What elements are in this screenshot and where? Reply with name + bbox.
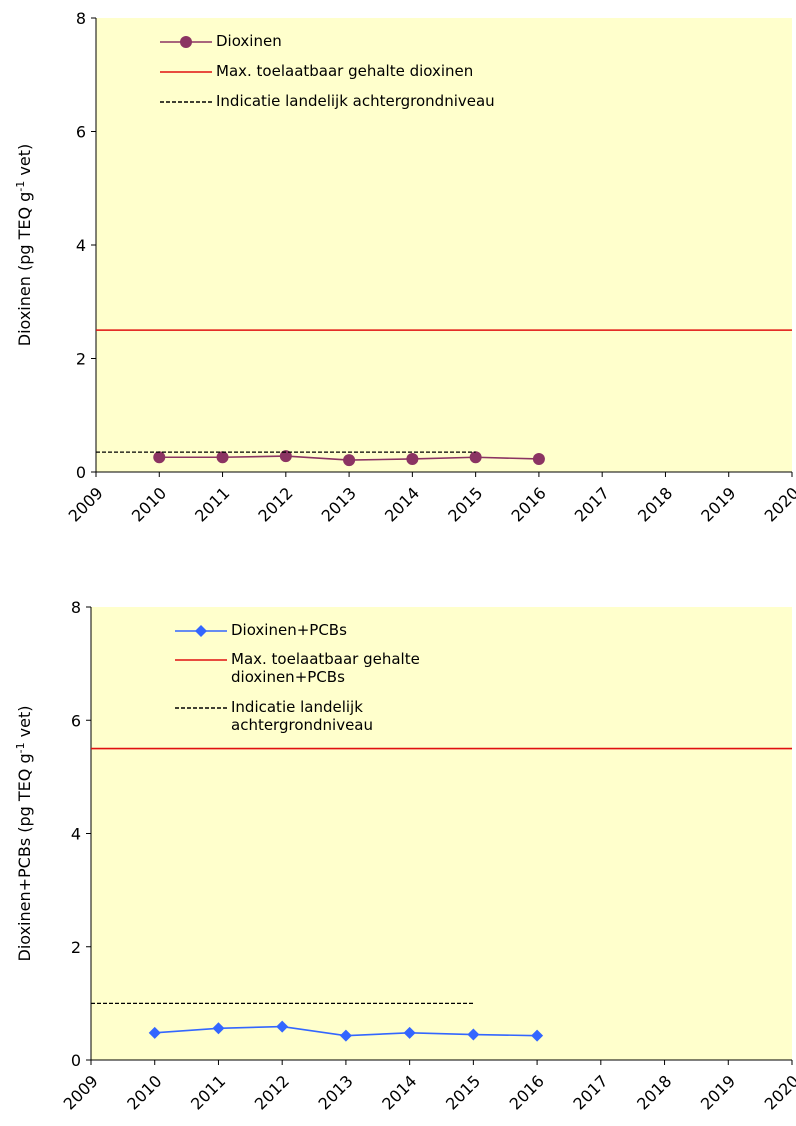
y-axis-label-part: vet)	[15, 706, 34, 743]
legend-label: Indicatie landelijk achtergrondniveau	[216, 92, 495, 110]
x-tick-label: 2013	[318, 483, 360, 525]
x-tick-label: 2019	[697, 483, 739, 525]
legend-label: Max. toelaatbaar gehalte dioxinen	[216, 62, 474, 80]
y-axis-label-part: -1	[14, 742, 27, 753]
point	[343, 454, 356, 467]
legend-label: Dioxinen	[216, 32, 282, 50]
point	[532, 452, 545, 465]
y-axis-label-part: Dioxinen (pg TEQ g	[15, 192, 34, 347]
x-tick-label: 2010	[128, 483, 170, 525]
y-tick-label: 2	[71, 938, 81, 957]
x-tick-label: 2017	[569, 1071, 611, 1113]
point	[148, 1026, 161, 1039]
y-tick-label: 2	[76, 350, 86, 369]
point	[339, 1029, 352, 1042]
x-tick-label: 2020	[761, 483, 796, 525]
x-tick-label: 2016	[506, 1071, 548, 1113]
y-axis-label-part: vet)	[15, 144, 34, 181]
x-tick-label: 2009	[60, 1071, 102, 1113]
legend-label: Dioxinen+PCBs	[231, 621, 347, 639]
y-axis-label-part: -1	[14, 181, 27, 192]
plot-area	[96, 18, 792, 472]
point	[212, 1022, 225, 1035]
y-tick-label: 6	[71, 711, 81, 730]
y-axis-label: Dioxinen+PCBs (pg TEQ g-1 vet)	[14, 706, 34, 962]
x-tick-label: 2016	[508, 483, 550, 525]
legend-label: Indicatie landelijk achtergrondniveau	[231, 698, 374, 734]
point	[279, 450, 292, 463]
x-tick-label: 2018	[634, 483, 676, 525]
y-tick-label: 8	[71, 598, 81, 617]
x-tick-label: 2015	[444, 483, 486, 525]
x-tick-label: 2017	[571, 483, 613, 525]
point	[406, 452, 419, 465]
point	[467, 1028, 480, 1041]
y-tick-label: 6	[76, 123, 86, 142]
x-tick-label: 2014	[381, 483, 423, 525]
legend-marker	[180, 36, 192, 48]
point	[153, 451, 166, 464]
point	[276, 1020, 289, 1033]
point	[403, 1026, 416, 1039]
x-tick-label: 2012	[251, 1071, 293, 1113]
y-tick-label: 4	[76, 236, 86, 255]
point	[469, 451, 482, 464]
point	[216, 451, 229, 464]
x-tick-label: 2019	[697, 1071, 739, 1113]
y-tick-label: 0	[76, 463, 86, 482]
x-tick-label: 2009	[65, 483, 107, 525]
x-tick-label: 2012	[254, 483, 296, 525]
x-tick-label: 2010	[123, 1071, 165, 1113]
x-tick-label: 2014	[378, 1071, 420, 1113]
x-tick-label: 2011	[191, 483, 233, 525]
point	[531, 1029, 544, 1042]
x-tick-label: 2018	[633, 1071, 675, 1113]
y-tick-label: 8	[76, 9, 86, 28]
x-tick-label: 2013	[315, 1071, 357, 1113]
x-tick-label: 2015	[442, 1071, 484, 1113]
y-tick-label: 4	[71, 825, 81, 844]
x-tick-label: 2011	[187, 1071, 229, 1113]
y-axis-label: Dioxinen (pg TEQ g-1 vet)	[14, 144, 34, 346]
legend-label: Max. toelaatbaar gehalte dioxinen+PCBs	[231, 650, 420, 686]
y-axis-label-part: Dioxinen+PCBs (pg TEQ g	[15, 753, 34, 961]
y-tick-label: 0	[71, 1051, 81, 1070]
legend-marker	[195, 625, 207, 637]
x-tick-label: 2020	[761, 1071, 796, 1113]
plot-area	[91, 607, 792, 1060]
